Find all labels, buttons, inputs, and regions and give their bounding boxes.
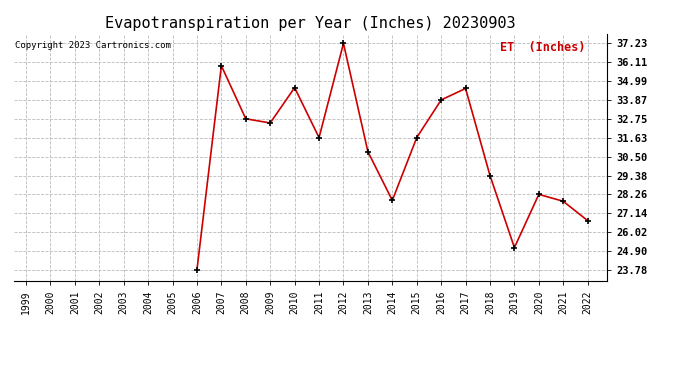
Text: ET  (Inches): ET (Inches) xyxy=(500,41,586,54)
ET  (Inches) xyxy=(462,86,470,91)
Line: ET  (Inches): ET (Inches) xyxy=(193,40,591,273)
ET  (Inches) xyxy=(241,117,250,121)
ET  (Inches) xyxy=(266,121,275,125)
ET  (Inches) xyxy=(584,218,592,223)
ET  (Inches) xyxy=(193,267,201,272)
ET  (Inches) xyxy=(388,198,397,202)
ET  (Inches) xyxy=(315,135,323,140)
ET  (Inches) xyxy=(290,86,299,90)
Text: Copyright 2023 Cartronics.com: Copyright 2023 Cartronics.com xyxy=(15,41,171,50)
ET  (Inches) xyxy=(559,199,567,204)
ET  (Inches) xyxy=(511,245,519,250)
ET  (Inches) xyxy=(217,63,226,68)
ET  (Inches) xyxy=(535,192,543,196)
ET  (Inches) xyxy=(364,149,372,154)
Title: Evapotranspiration per Year (Inches) 20230903: Evapotranspiration per Year (Inches) 202… xyxy=(105,16,516,31)
ET  (Inches) xyxy=(339,41,348,46)
ET  (Inches) xyxy=(437,98,445,102)
ET  (Inches) xyxy=(486,173,494,178)
ET  (Inches) xyxy=(413,135,421,140)
